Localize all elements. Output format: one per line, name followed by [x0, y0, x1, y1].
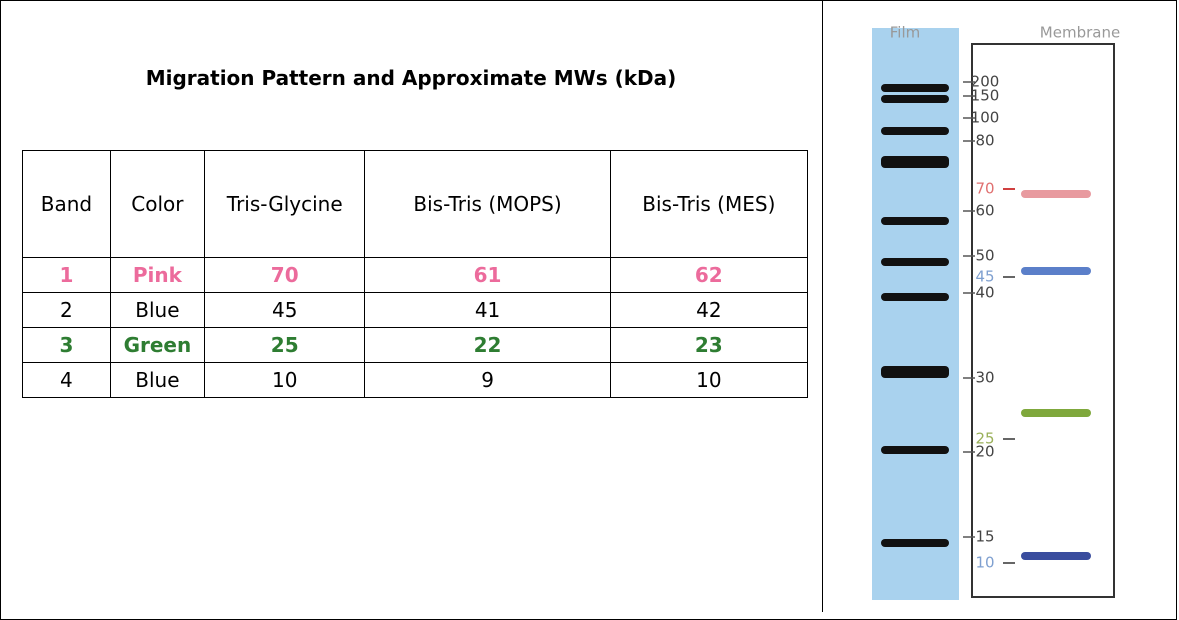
- header-cell: Bis-Tris (MOPS): [365, 151, 610, 258]
- film-band: [881, 366, 949, 378]
- marker-label: 60: [975, 202, 994, 220]
- table-cell: 10: [204, 363, 364, 398]
- table-cell: 62: [610, 258, 807, 293]
- marker-label: 20: [975, 443, 994, 461]
- film-band: [881, 293, 949, 301]
- film-band: [881, 95, 949, 103]
- table-cell: 3: [23, 328, 111, 363]
- table-cell: 4: [23, 363, 111, 398]
- film-band: [881, 156, 949, 168]
- table-cell: 45: [204, 293, 364, 328]
- film-band: [881, 258, 949, 266]
- table-cell: Pink: [110, 258, 204, 293]
- membrane-lane: [972, 44, 1114, 597]
- mw-table: Band Color Tris-Glycine Bis-Tris (MOPS) …: [22, 150, 808, 398]
- marker-label: 70: [975, 180, 994, 198]
- membrane-band: [1021, 267, 1091, 275]
- membrane-band: [1021, 409, 1091, 417]
- marker-label: 40: [975, 284, 994, 302]
- header-cell: Color: [110, 151, 204, 258]
- film-band: [881, 446, 949, 454]
- table-cell: 9: [365, 363, 610, 398]
- film-band: [881, 127, 949, 135]
- table-cell: 2: [23, 293, 111, 328]
- table-cell: 25: [204, 328, 364, 363]
- header-cell: Tris-Glycine: [204, 151, 364, 258]
- title: Migration Pattern and Approximate MWs (k…: [0, 66, 822, 90]
- header-row: Band Color Tris-Glycine Bis-Tris (MOPS) …: [23, 151, 808, 258]
- marker-label: 10: [975, 554, 994, 572]
- table-cell: 42: [610, 293, 807, 328]
- table-cell: 41: [365, 293, 610, 328]
- table-cell: Blue: [110, 363, 204, 398]
- table-cell: 10: [610, 363, 807, 398]
- film-band: [881, 84, 949, 92]
- table-cell: Green: [110, 328, 204, 363]
- membrane-band: [1021, 190, 1091, 198]
- film-band: [881, 539, 949, 547]
- header-cell: Bis-Tris (MES): [610, 151, 807, 258]
- table-cell: Blue: [110, 293, 204, 328]
- marker-label: 100: [971, 109, 1000, 127]
- lane-label: Film: [890, 24, 920, 42]
- table-cell: 61: [365, 258, 610, 293]
- header-cell: Band: [23, 151, 111, 258]
- table-cell: 1: [23, 258, 111, 293]
- marker-label: 80: [975, 132, 994, 150]
- marker-label: 30: [975, 369, 994, 387]
- lane-label: Membrane: [1040, 24, 1120, 42]
- film-band: [881, 217, 949, 225]
- page: Migration Pattern and Approximate MWs (k…: [0, 0, 1179, 612]
- marker-label: 150: [971, 87, 1000, 105]
- film-lane: [872, 28, 959, 600]
- table-cell: 22: [365, 328, 610, 363]
- marker-label: 50: [975, 247, 994, 265]
- table-cell: 70: [204, 258, 364, 293]
- marker-label: 15: [975, 528, 994, 546]
- membrane-band: [1021, 552, 1091, 560]
- table-cell: 23: [610, 328, 807, 363]
